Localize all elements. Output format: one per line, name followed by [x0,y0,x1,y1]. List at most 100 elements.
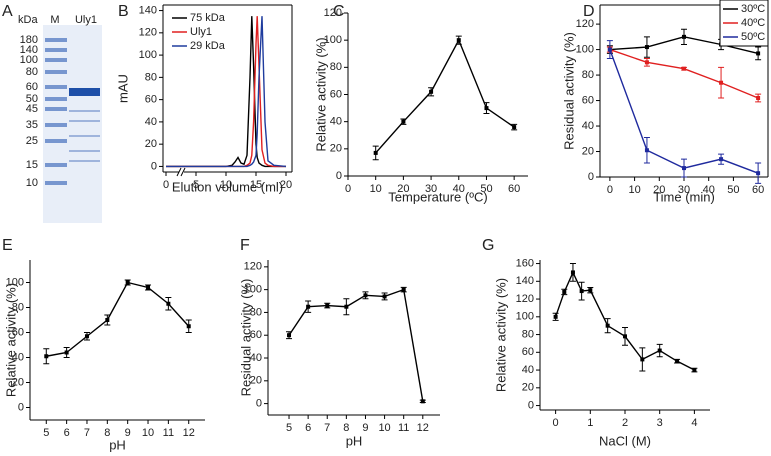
marker-label: 60 [26,81,38,93]
y-tick-label: 120 [139,27,157,39]
y-tick-label: 20 [330,143,342,155]
x-tick-label: 40 [703,184,715,196]
x-tick-label: 20 [653,184,665,196]
x-tick-label: 60 [508,183,520,195]
x-tick-label: 5 [193,179,199,191]
y-tick-label: 60 [582,94,594,106]
point [44,354,49,359]
y-tick-label: 100 [324,34,342,46]
marker-label: 100 [20,54,38,66]
point [186,324,191,329]
faint-band [69,120,100,122]
y-tick-label: 100 [516,311,534,323]
y-tick-label: 0 [588,171,594,183]
point [456,38,461,43]
point [373,150,378,155]
point [644,60,649,65]
marker-label: 140 [20,44,38,56]
y-tick-label: 80 [250,306,262,318]
y-axis-label: Relative activity (%) [313,37,328,151]
y-tick-label: 120 [244,261,262,273]
x-tick-label: 11 [398,422,409,434]
x-tick-label: 60 [752,184,764,196]
point [401,119,406,124]
point [682,34,686,39]
series-line [288,288,424,402]
faint-band [69,135,100,137]
x-tick-label: 6 [64,427,70,439]
point [644,45,649,50]
y-tick-label: 60 [522,346,534,358]
x-tick-label: 7 [324,422,330,434]
point [756,51,761,56]
y-tick-label: 120 [324,7,342,19]
x-tick-label: 30 [425,183,437,195]
marker-label: 25 [26,135,38,147]
y-tick-label: 40 [12,351,24,363]
y-tick-label: 100 [6,276,24,288]
panel-letter: F [240,237,250,254]
legend-label: 75 kDa [190,12,226,24]
y-axis-label: Residual activity (%) [238,279,253,397]
point [607,47,612,52]
x-tick-label: 11 [163,427,174,439]
series-line [46,281,190,357]
x-tick-label: 20 [397,183,409,195]
x-tick-label: 20 [280,179,292,191]
axis-break [176,167,182,177]
faint-band [69,110,100,112]
y-axis-label: Relative activity (%) [3,283,18,397]
point [657,348,662,353]
legend-label: 29 kDa [190,40,226,52]
series-line [166,16,287,168]
series-line [375,38,515,154]
y-tick-label: 140 [139,4,157,16]
marker-label: 35 [26,119,38,131]
series-line [166,16,286,168]
x-tick-label: 4 [691,417,697,429]
x-axis-label: Elution volume (ml) [172,179,283,194]
y-tick-label: 80 [522,328,534,340]
point [682,166,686,171]
marker-label: 10 [26,177,38,189]
x-tick-label: 10 [220,179,232,191]
y-tick-label: 120 [576,18,594,30]
point [382,294,387,299]
x-tick-label: 10 [628,184,640,196]
y-axis-label: mAU [115,74,130,103]
x-tick-label: 10 [142,427,154,439]
marker-band [45,139,67,143]
x-tick-label: 15 [250,179,262,191]
point [125,280,130,285]
axis-break [179,167,184,177]
legend-label: Uly1 [190,26,212,38]
point [605,323,610,328]
x-tick-label: 10 [378,422,390,434]
lane-label: Uly1 [75,14,97,26]
x-axis-label: NaCl (M) [599,433,651,448]
y-tick-label: 40 [250,352,262,364]
x-tick-label: 5 [43,427,49,439]
point [420,399,425,404]
y-tick-label: 140 [516,275,534,287]
point [401,287,406,292]
x-tick-label: 3 [657,417,663,429]
point [105,318,110,322]
x-tick-label: 8 [104,427,110,439]
marker-band [45,163,67,167]
x-tick-label: 0 [345,183,351,195]
point [623,334,627,339]
point [325,303,330,308]
panel-letter: E [2,237,13,254]
marker-label: 45 [26,103,38,115]
point [562,289,567,294]
point [675,359,680,364]
panel-letter: C [333,3,345,20]
point [166,301,171,306]
x-tick-label: 6 [305,422,311,434]
marker-label: 80 [26,66,38,78]
point [719,157,724,162]
point [484,106,489,111]
x-axis-label: pH [346,433,363,448]
